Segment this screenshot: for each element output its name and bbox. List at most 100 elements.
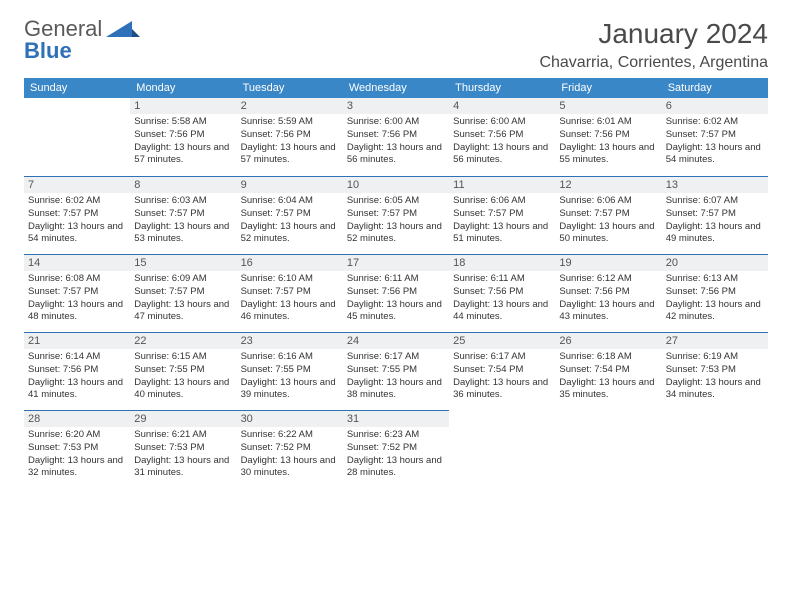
daylight-text: Daylight: 13 hours and 57 minutes. <box>134 142 232 168</box>
day-cell: 10Sunrise: 6:05 AMSunset: 7:57 PMDayligh… <box>343 176 449 254</box>
day-info: Sunrise: 6:14 AMSunset: 7:56 PMDaylight:… <box>28 351 126 402</box>
sunset-text: Sunset: 7:57 PM <box>666 208 764 221</box>
day-number: 6 <box>662 98 768 114</box>
dow-saturday: Saturday <box>662 78 768 98</box>
dow-thursday: Thursday <box>449 78 555 98</box>
sunset-text: Sunset: 7:52 PM <box>241 442 339 455</box>
sunrise-text: Sunrise: 6:03 AM <box>134 195 232 208</box>
day-info: Sunrise: 5:58 AMSunset: 7:56 PMDaylight:… <box>134 116 232 167</box>
day-info: Sunrise: 6:23 AMSunset: 7:52 PMDaylight:… <box>347 429 445 480</box>
day-number: 31 <box>343 410 449 427</box>
logo-text: General Blue <box>24 18 102 62</box>
sunset-text: Sunset: 7:56 PM <box>28 364 126 377</box>
daylight-text: Daylight: 13 hours and 34 minutes. <box>666 377 764 403</box>
day-number: 22 <box>130 332 236 349</box>
sunrise-text: Sunrise: 6:12 AM <box>559 273 657 286</box>
daylight-text: Daylight: 13 hours and 54 minutes. <box>28 221 126 247</box>
dow-sunday: Sunday <box>24 78 130 98</box>
sunset-text: Sunset: 7:53 PM <box>28 442 126 455</box>
day-number: 4 <box>449 98 555 114</box>
logo-word-blue: Blue <box>24 38 72 63</box>
day-number: 29 <box>130 410 236 427</box>
dow-tuesday: Tuesday <box>237 78 343 98</box>
day-cell: 26Sunrise: 6:18 AMSunset: 7:54 PMDayligh… <box>555 332 661 410</box>
day-info: Sunrise: 6:02 AMSunset: 7:57 PMDaylight:… <box>28 195 126 246</box>
week-row: 7Sunrise: 6:02 AMSunset: 7:57 PMDaylight… <box>24 176 768 254</box>
week-row: 21Sunrise: 6:14 AMSunset: 7:56 PMDayligh… <box>24 332 768 410</box>
day-cell: 13Sunrise: 6:07 AMSunset: 7:57 PMDayligh… <box>662 176 768 254</box>
sunset-text: Sunset: 7:53 PM <box>134 442 232 455</box>
daylight-text: Daylight: 13 hours and 46 minutes. <box>241 299 339 325</box>
daylight-text: Daylight: 13 hours and 52 minutes. <box>241 221 339 247</box>
day-info: Sunrise: 6:00 AMSunset: 7:56 PMDaylight:… <box>453 116 551 167</box>
day-cell: 3Sunrise: 6:00 AMSunset: 7:56 PMDaylight… <box>343 98 449 176</box>
day-number: 8 <box>130 176 236 193</box>
sunset-text: Sunset: 7:57 PM <box>559 208 657 221</box>
daylight-text: Daylight: 13 hours and 30 minutes. <box>241 455 339 481</box>
daylight-text: Daylight: 13 hours and 28 minutes. <box>347 455 445 481</box>
day-number: 5 <box>555 98 661 114</box>
weeks-container: 1Sunrise: 5:58 AMSunset: 7:56 PMDaylight… <box>24 98 768 488</box>
day-cell: 29Sunrise: 6:21 AMSunset: 7:53 PMDayligh… <box>130 410 236 488</box>
day-number: 10 <box>343 176 449 193</box>
day-number: 17 <box>343 254 449 271</box>
sunrise-text: Sunrise: 5:59 AM <box>241 116 339 129</box>
day-info: Sunrise: 6:02 AMSunset: 7:57 PMDaylight:… <box>666 116 764 167</box>
day-cell <box>24 98 130 176</box>
day-cell: 12Sunrise: 6:06 AMSunset: 7:57 PMDayligh… <box>555 176 661 254</box>
daylight-text: Daylight: 13 hours and 56 minutes. <box>347 142 445 168</box>
daylight-text: Daylight: 13 hours and 55 minutes. <box>559 142 657 168</box>
sunset-text: Sunset: 7:56 PM <box>241 129 339 142</box>
sunrise-text: Sunrise: 6:20 AM <box>28 429 126 442</box>
sunset-text: Sunset: 7:54 PM <box>453 364 551 377</box>
day-cell: 27 Sunrise: 6:19 AMSunset: 7:53 PMDayligh… <box>662 332 768 410</box>
day-info: Sunrise: 6:09 AMSunset: 7:57 PMDaylight:… <box>134 273 232 324</box>
day-info: Sunrise: 6:19 AMSunset: 7:53 PMDaylight:… <box>666 351 764 402</box>
daylight-text: Daylight: 13 hours and 39 minutes. <box>241 377 339 403</box>
daylight-text: Daylight: 13 hours and 48 minutes. <box>28 299 126 325</box>
sunset-text: Sunset: 7:55 PM <box>241 364 339 377</box>
week-row: 28Sunrise: 6:20 AMSunset: 7:53 PMDayligh… <box>24 410 768 488</box>
sunset-text: Sunset: 7:53 PM <box>666 364 764 377</box>
daylight-text: Daylight: 13 hours and 52 minutes. <box>347 221 445 247</box>
sunset-text: Sunset: 7:57 PM <box>453 208 551 221</box>
sunrise-text: Sunrise: 6:10 AM <box>241 273 339 286</box>
day-cell: 24Sunrise: 6:17 AMSunset: 7:55 PMDayligh… <box>343 332 449 410</box>
daylight-text: Daylight: 13 hours and 50 minutes. <box>559 221 657 247</box>
day-number: 27 <box>662 332 768 349</box>
sunrise-text: Sunrise: 6:19 AM <box>666 351 764 364</box>
sunset-text: Sunset: 7:54 PM <box>559 364 657 377</box>
daylight-text: Daylight: 13 hours and 32 minutes. <box>28 455 126 481</box>
day-info: Sunrise: 6:15 AMSunset: 7:55 PMDaylight:… <box>134 351 232 402</box>
day-cell: 6 Sunrise: 6:02 AMSunset: 7:57 PMDaylight… <box>662 98 768 176</box>
day-cell: 8Sunrise: 6:03 AMSunset: 7:57 PMDaylight… <box>130 176 236 254</box>
day-number: 12 <box>555 176 661 193</box>
title-block: January 2024 Chavarria, Corrientes, Arge… <box>539 18 768 72</box>
sunset-text: Sunset: 7:56 PM <box>347 286 445 299</box>
sunrise-text: Sunrise: 6:02 AM <box>666 116 764 129</box>
day-number: 25 <box>449 332 555 349</box>
sunrise-text: Sunrise: 6:15 AM <box>134 351 232 364</box>
dow-friday: Friday <box>555 78 661 98</box>
day-info: Sunrise: 6:00 AMSunset: 7:56 PMDaylight:… <box>347 116 445 167</box>
logo-triangle-icon <box>106 21 140 41</box>
dow-header-row: Sunday Monday Tuesday Wednesday Thursday… <box>24 78 768 98</box>
day-number: 21 <box>24 332 130 349</box>
dow-wednesday: Wednesday <box>343 78 449 98</box>
day-number: 19 <box>555 254 661 271</box>
day-info: Sunrise: 6:01 AMSunset: 7:56 PMDaylight:… <box>559 116 657 167</box>
day-info: Sunrise: 6:10 AMSunset: 7:57 PMDaylight:… <box>241 273 339 324</box>
sunset-text: Sunset: 7:56 PM <box>453 129 551 142</box>
day-cell: 4 Sunrise: 6:00 AMSunset: 7:56 PMDaylight… <box>449 98 555 176</box>
day-cell: 30Sunrise: 6:22 AMSunset: 7:52 PMDayligh… <box>237 410 343 488</box>
day-number: 24 <box>343 332 449 349</box>
day-cell: 19Sunrise: 6:12 AMSunset: 7:56 PMDayligh… <box>555 254 661 332</box>
sunrise-text: Sunrise: 6:04 AM <box>241 195 339 208</box>
daylight-text: Daylight: 13 hours and 41 minutes. <box>28 377 126 403</box>
header: General Blue January 2024 Chavarria, Cor… <box>24 18 768 72</box>
sunrise-text: Sunrise: 6:09 AM <box>134 273 232 286</box>
day-number: 15 <box>130 254 236 271</box>
sunrise-text: Sunrise: 6:14 AM <box>28 351 126 364</box>
day-cell: 5 Sunrise: 6:01 AMSunset: 7:56 PMDaylight… <box>555 98 661 176</box>
sunset-text: Sunset: 7:57 PM <box>28 286 126 299</box>
